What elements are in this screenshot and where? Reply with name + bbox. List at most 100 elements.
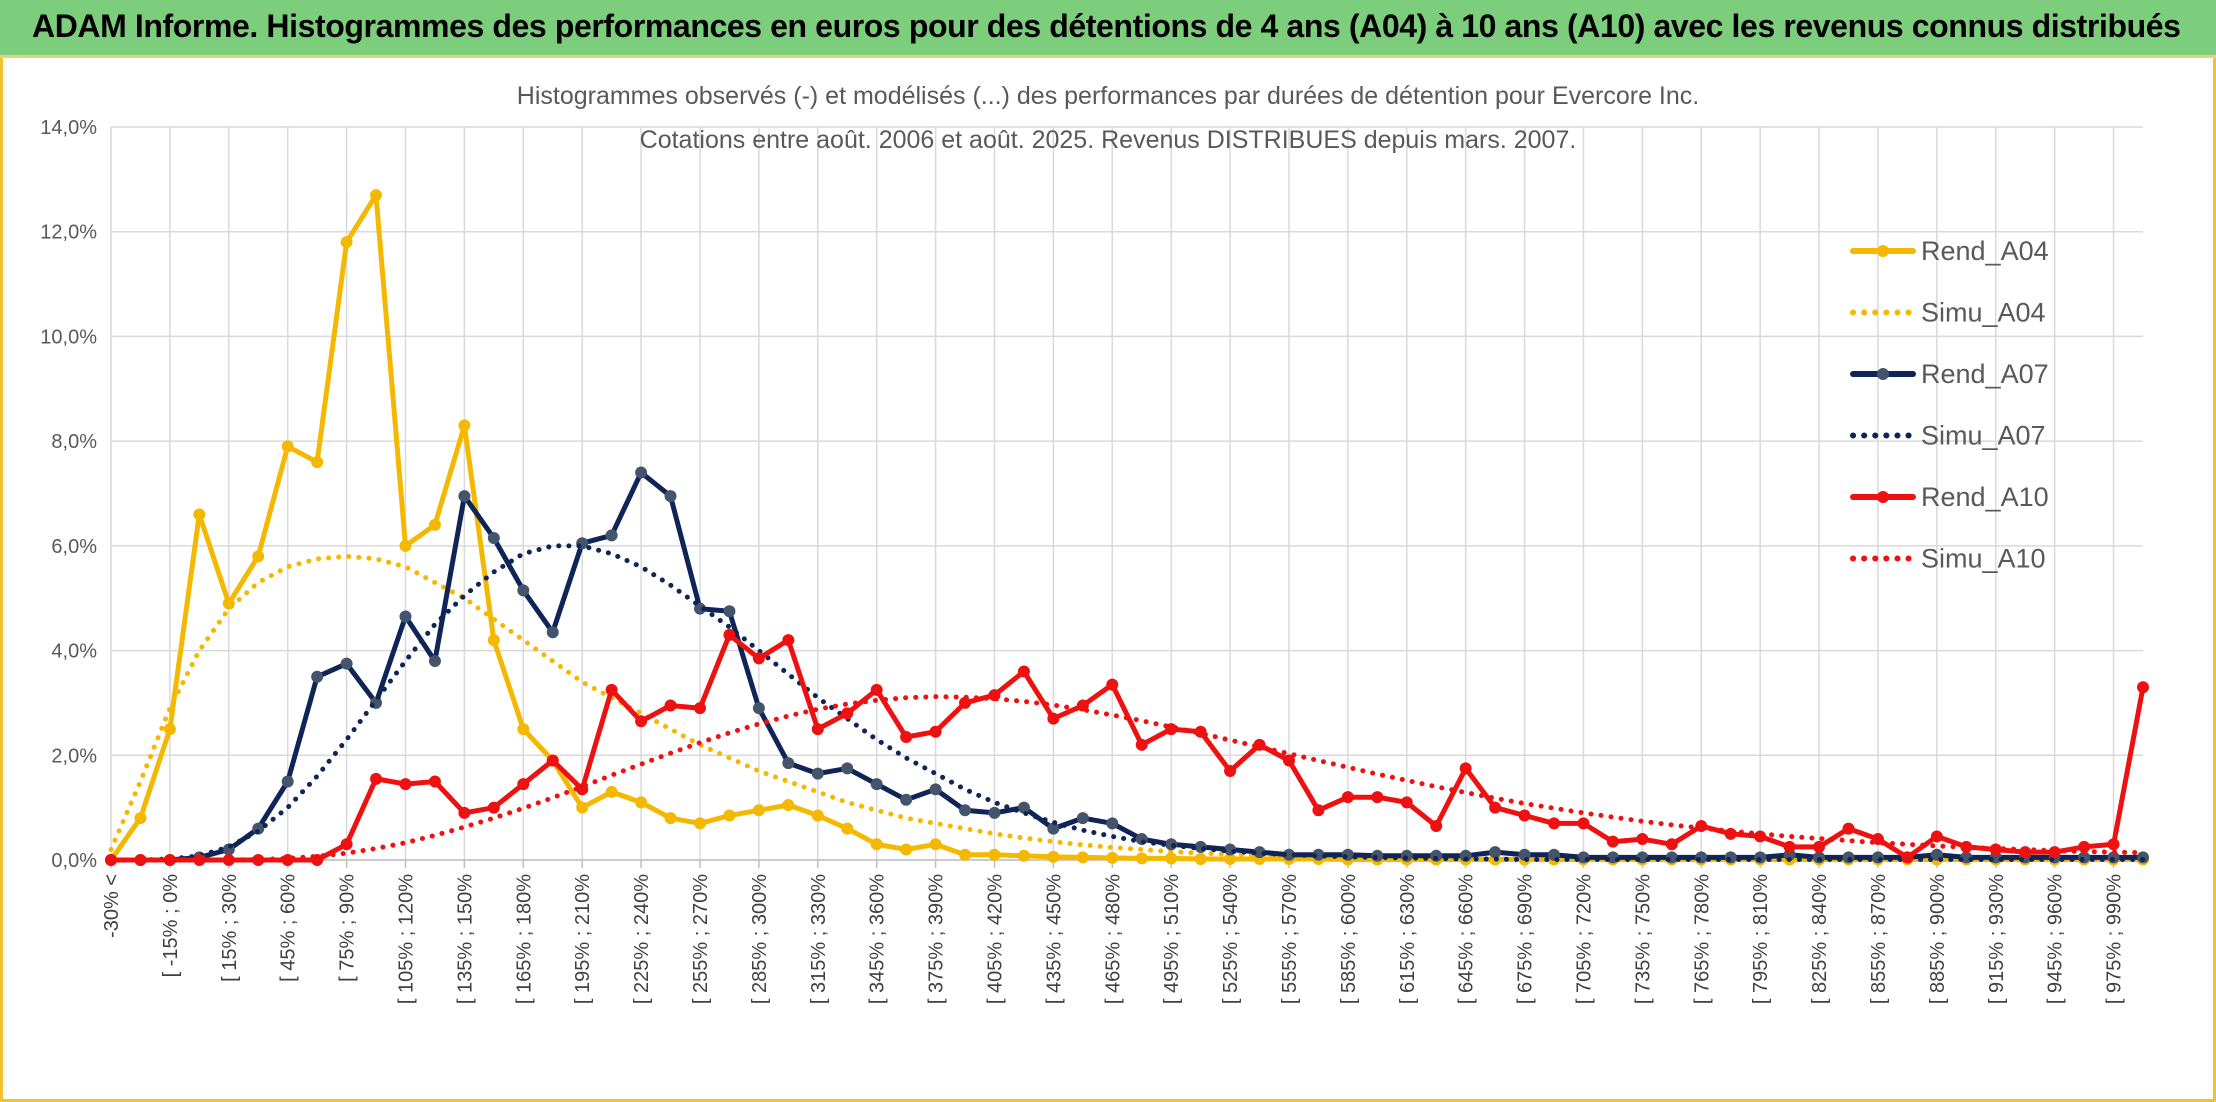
x-tick-label: [ 15% ; 30% [219,874,241,982]
legend-marker [1877,491,1889,503]
legend-item-simu-a04: Simu_A04 [1850,298,2046,328]
rend-a10-point [1106,678,1119,691]
rend-a04-point [693,817,706,830]
legend-item-rend-a10: Rend_A10 [1850,482,2049,512]
legend-label: Simu_A10 [1921,544,2046,574]
x-tick-label: [ 315% ; 330% [808,874,830,1004]
rend-a10-point [693,702,706,715]
x-tick-label: [ 555% ; 570% [1279,874,1301,1004]
rend-a10-point [841,707,854,720]
rend-a04-point [1076,851,1089,864]
x-tick-label: [ 435% ; 450% [1043,874,1065,1004]
rend-a10-point [487,801,500,814]
rend-a04-line [108,192,2146,863]
rend-a04-point [517,723,530,736]
rend-a07-point [811,767,824,780]
rend-a04-point [252,550,265,563]
rend-a10-point [1577,817,1590,830]
x-axis: -30% < [ -15% ; 0% [ 15% ; 30% [ 45% ; 60% [… [101,859,2143,1004]
x-tick-label: [ 495% ; 510% [1161,874,1183,1004]
legend-item-rend-a04: Rend_A04 [1850,236,2049,266]
grid [110,126,2143,861]
rend-a04-point [900,843,913,856]
rend-a07-point [340,657,353,670]
rend-a10-point [1930,830,1943,843]
y-tick-label: 6,0% [51,536,97,558]
rend-a10-point [428,775,441,788]
rend-a07-point [929,783,942,796]
rend-a07-point [487,532,500,545]
rend-a07-point [959,804,972,817]
rend-a04-point [340,236,353,249]
legend-item-simu-a10: Simu_A10 [1850,544,2046,574]
y-tick-label: 10,0% [40,326,97,348]
rend-a10-point [1282,754,1295,767]
rend-a07-point [988,806,1001,819]
rend-a10-point [1047,712,1060,725]
x-tick-label: [ -15% ; 0% [160,874,182,978]
rend-a04-point [870,838,883,851]
histogram-chart: Histogrammes observés (-) et modélisés (… [40,82,2149,1004]
rend-a04-point [458,419,471,432]
chart-frame: Histogrammes observés (-) et modélisés (… [0,58,2216,1102]
x-tick-label: [ 735% ; 750% [1632,874,1654,1004]
rend-a10-point [1341,791,1354,804]
x-tick-label: [ 525% ; 540% [1220,874,1242,1004]
rend-a04-point [635,796,648,809]
rend-a10-point [370,772,383,785]
chart-subtitle: Cotations entre août. 2006 et août. 2025… [640,126,1577,154]
simu-a10-line [108,694,2146,863]
legend-label: Rend_A07 [1921,359,2049,389]
x-tick-label: [ 285% ; 300% [749,874,771,1004]
rend-a04-point [399,539,412,552]
rend-a07-point [311,670,324,683]
rend-a04-point [487,634,500,647]
rend-a07-point [281,775,294,788]
rend-a10-point [782,634,795,647]
y-tick-label: 2,0% [51,745,97,767]
x-tick-label: [ 195% ; 210% [572,874,594,1004]
x-tick-label: [ 945% ; 960% [2045,874,2067,1004]
x-tick-label: [ 915% ; 930% [1986,874,2008,1004]
y-tick-label: 14,0% [40,117,97,139]
rend-a07-point [458,490,471,503]
title-banner: ADAM Informe. Histogrammes des performan… [0,0,2216,58]
report-title: ADAM Informe. Histogrammes des performan… [32,8,2181,44]
rend-a04-point [988,848,1001,861]
rend-a04-point [163,723,176,736]
legend: Rend_A04 Simu_A04 Rend_A07 Simu_A07 Rend_A10… [1850,236,2049,574]
x-tick-label: -30% < [101,874,123,938]
x-tick-label: [ 255% ; 270% [690,874,712,1004]
rend-a04-point [841,822,854,835]
rend-a10-point [1665,838,1678,851]
x-tick-label: [ 765% ; 780% [1691,874,1713,1004]
rend-a10-point [1548,817,1561,830]
y-tick-label: 4,0% [51,641,97,663]
rend-a04-point [811,809,824,822]
rend-a07-point [841,762,854,775]
rend-a04-point [281,440,294,453]
series [105,189,2149,866]
rend-a10-point [811,723,824,736]
rend-a10-point [929,725,942,738]
x-tick-label: [ 405% ; 420% [984,874,1006,1004]
rend-a10-point [1636,833,1649,846]
x-tick-label: [ 225% ; 240% [631,874,653,1004]
rend-a10-point [2137,681,2149,694]
rend-a04-point [1047,850,1060,863]
x-tick-label: [ 45% ; 60% [278,874,300,982]
x-tick-label: [ 855% ; 870% [1868,874,1890,1004]
rend-a10-point [664,699,677,712]
legend-label: Rend_A10 [1921,482,2049,512]
rend-a04-point [929,838,942,851]
rend-a07-point [900,793,913,806]
x-tick-label: [ 465% ; 480% [1102,874,1124,1004]
rend-a10-point [605,683,618,696]
legend-item-simu-a07: Simu_A07 [1850,421,2046,451]
rend-a10-point [1813,840,1826,853]
simu-a04-line [108,553,2146,862]
rend-a10-point [1430,819,1443,832]
rend-a10-point [1135,738,1148,751]
x-tick-label: [ 705% ; 720% [1573,874,1595,1004]
rend-a10-point [1518,809,1531,822]
